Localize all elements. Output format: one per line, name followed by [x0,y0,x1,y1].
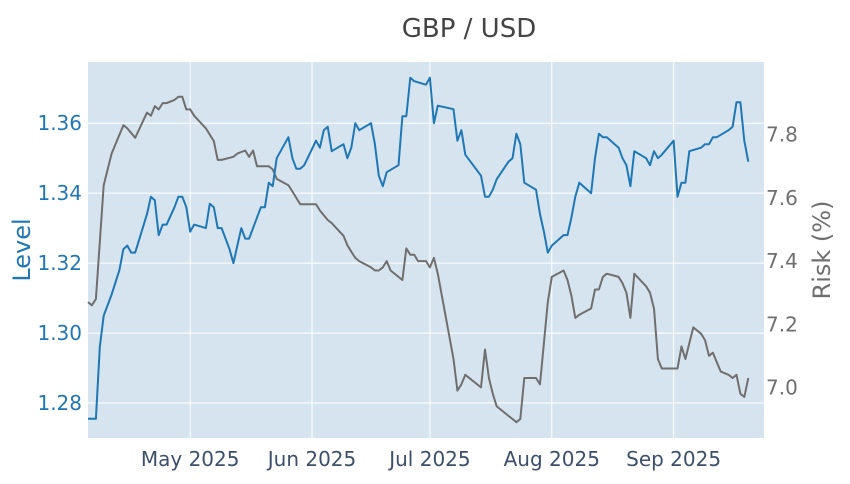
y-left-tick-label: 1.34 [37,181,82,205]
x-axis: May 2025 Jun 2025 Jul 2025 Aug 2025 Sep 2025 [141,447,721,471]
y-axis-right-title: Risk (%) [808,201,836,300]
x-tick-label: Sep 2025 [626,447,721,471]
x-tick-label: May 2025 [141,447,240,471]
y-left-tick-label: 1.30 [37,321,82,345]
y-left-tick-label: 1.32 [37,251,82,275]
y-right-tick-label: 7.0 [766,375,798,399]
series-lines [87,76,750,424]
y-right-tick-label: 7.4 [766,249,798,273]
x-tick-label: Jul 2025 [387,447,470,471]
y-axis-left: 1.28 1.30 1.32 1.34 1.36 [37,111,82,415]
x-tick-label: Jun 2025 [266,447,357,471]
y-right-tick-label: 7.6 [766,186,798,210]
y-left-tick-label: 1.28 [37,391,82,415]
y-right-tick-label: 7.8 [766,123,798,147]
risk-series-line [87,95,750,424]
y-right-tick-label: 7.2 [766,312,798,336]
y-axis-right: 7.0 7.2 7.4 7.6 7.8 [766,123,798,400]
plot-area [88,62,764,438]
x-tick-label: Aug 2025 [504,447,600,471]
chart-title: GBP / USD [402,14,537,44]
y-left-tick-label: 1.36 [37,111,82,135]
grid-lines [88,62,764,438]
y-axis-left-title: Level [8,218,36,281]
level-series-line [88,76,750,420]
